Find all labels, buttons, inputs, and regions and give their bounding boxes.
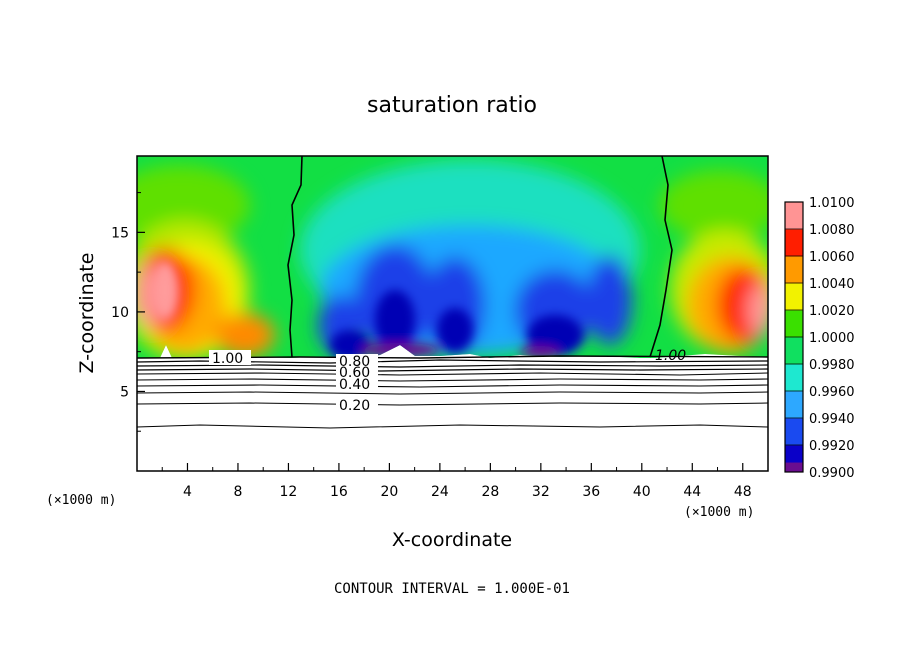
x-tick-label-7: 32 <box>532 484 550 500</box>
colorbar-tick-label-10: 1.0100 <box>809 196 855 211</box>
below-cloud-contours <box>136 355 769 429</box>
field-deep-regions <box>153 262 583 358</box>
y-tick-label-0: 5 <box>120 384 129 400</box>
x-tick-label-4: 20 <box>380 484 398 500</box>
plot-frame <box>136 155 769 472</box>
contour-labels: 1.00 0.80 0.60 0.40 0.20 1.00 <box>209 348 686 414</box>
x-tick-label-11: 48 <box>734 484 752 500</box>
colorbar-bottom-swatch <box>785 462 803 472</box>
contour-label-6: 1.00 <box>655 348 686 364</box>
contour-line-1-00-left <box>287 155 303 358</box>
colorbar-tick-label-7: 1.0040 <box>809 277 855 292</box>
colorbar-tick-label-0: 0.9900 <box>809 466 855 481</box>
contour-label-1: 1.00 <box>212 351 243 367</box>
x-tick-label-8: 36 <box>582 484 600 500</box>
x-tick-label-9: 40 <box>633 484 651 500</box>
x-tick-label-2: 12 <box>280 484 298 500</box>
colorbar-tick-label-4: 0.9980 <box>809 358 855 373</box>
colorbar-tick-label-1: 0.9920 <box>809 439 855 454</box>
y-tick-label-1: 10 <box>111 305 129 321</box>
colorbar-segment-7 <box>785 256 803 284</box>
colorbar-segment-9 <box>785 202 803 230</box>
y-tick-label-2: 15 <box>111 225 129 241</box>
x-tick-label-1: 8 <box>233 484 242 500</box>
colorbar-segment-5 <box>785 310 803 338</box>
colorbar-tick-label-9: 1.0080 <box>809 223 855 238</box>
colorbar-tick-label-2: 0.9940 <box>809 412 855 427</box>
heatmap-field <box>137 155 768 358</box>
colorbar-tick-label-8: 1.0060 <box>809 250 855 265</box>
colorbar-segment-8 <box>785 229 803 257</box>
x-axis-unit: (×1000 m) <box>684 505 754 520</box>
colorbar-segment-3 <box>785 364 803 392</box>
colorbar-tick-label-3: 0.9960 <box>809 385 855 400</box>
colorbar-segment-2 <box>785 391 803 419</box>
x-axis: 4 8 12 16 20 24 28 32 36 40 44 48 <box>161 463 752 500</box>
colorbar: 0.9900 0.9920 0.9940 0.9960 0.9980 1.0000 1.00… <box>784 196 855 481</box>
y-axis: 5 10 15 <box>111 192 145 432</box>
x-axis-label: X-coordinate <box>392 529 512 551</box>
x-tick-label-0: 4 <box>183 484 192 500</box>
contour-interval-note: CONTOUR INTERVAL = 1.000E-01 <box>334 581 570 597</box>
colorbar-tick-label-5: 1.0000 <box>809 331 855 346</box>
chart-title: saturation ratio <box>367 93 537 118</box>
contour-label-5: 0.20 <box>339 398 370 414</box>
x-tick-label-10: 44 <box>683 484 701 500</box>
y-axis-unit: (×1000 m) <box>46 493 116 508</box>
x-tick-label-5: 24 <box>431 484 449 500</box>
colorbar-tick-label-6: 1.0020 <box>809 304 855 319</box>
y-axis-label: Z-coordinate <box>76 253 98 374</box>
x-tick-label-6: 28 <box>481 484 499 500</box>
x-tick-label-3: 16 <box>330 484 348 500</box>
contour-label-4: 0.40 <box>339 377 370 393</box>
colorbar-segment-1 <box>785 418 803 446</box>
colorbar-segment-4 <box>785 337 803 365</box>
colorbar-segment-6 <box>785 283 803 311</box>
contour-line-1-00-right <box>649 155 673 358</box>
